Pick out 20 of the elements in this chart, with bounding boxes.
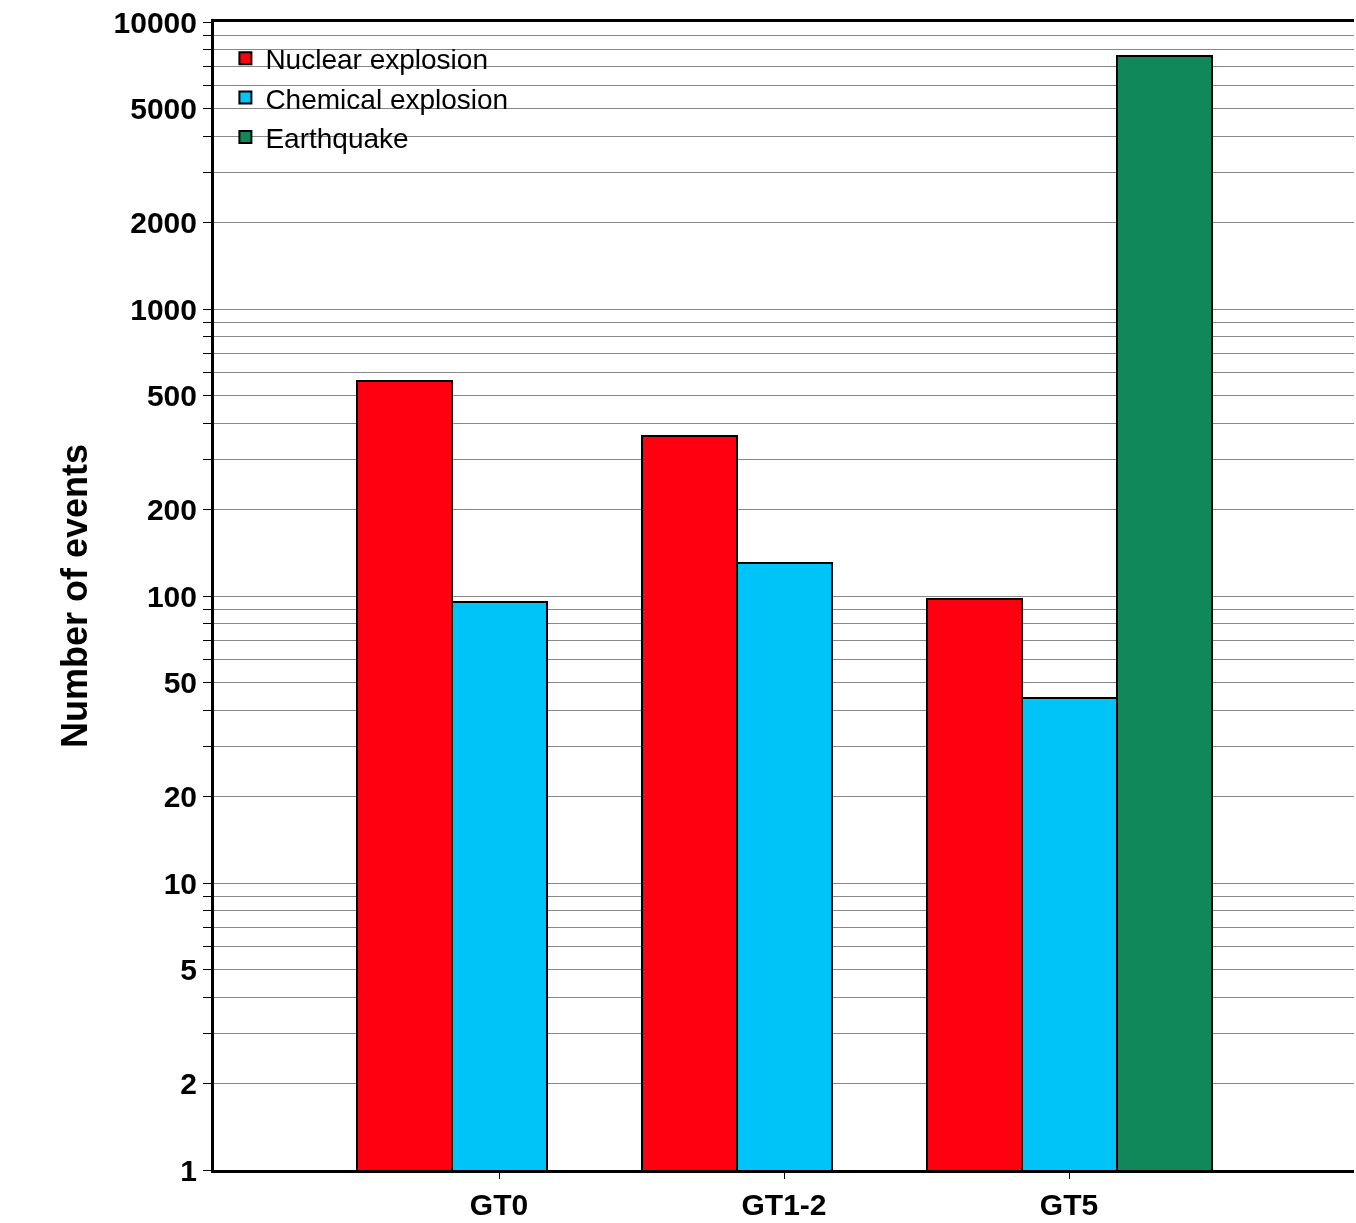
y-tick-label: 10000 (113, 5, 197, 39)
x-tick-label: GT1-2 (741, 1188, 827, 1221)
y-tick-label: 1 (180, 1153, 197, 1187)
legend-label: Nuclear explosion (265, 44, 488, 76)
y-tick-label: 50 (163, 665, 197, 699)
legend-label: Chemical explosion (265, 83, 509, 115)
y-axis-title: Number of events (54, 443, 96, 749)
y-tick-label: 100 (146, 579, 197, 613)
y-tick-label: 5 (180, 952, 197, 986)
y-tick-label: 200 (146, 493, 197, 527)
y-tick-label: 1000 (130, 292, 197, 326)
y-tick-label: 2000 (130, 206, 197, 240)
y-tick-label: 5000 (130, 91, 197, 125)
y-tick-label: 2 (180, 1067, 197, 1101)
legend-label: Earthquake (265, 122, 409, 154)
x-tick-label: GT0 (469, 1188, 529, 1221)
y-tick-label: 500 (146, 378, 197, 412)
x-tick-label: GT5 (1039, 1188, 1099, 1221)
y-tick-label: 10 (163, 866, 197, 900)
y-tick-label: 20 (163, 780, 197, 814)
